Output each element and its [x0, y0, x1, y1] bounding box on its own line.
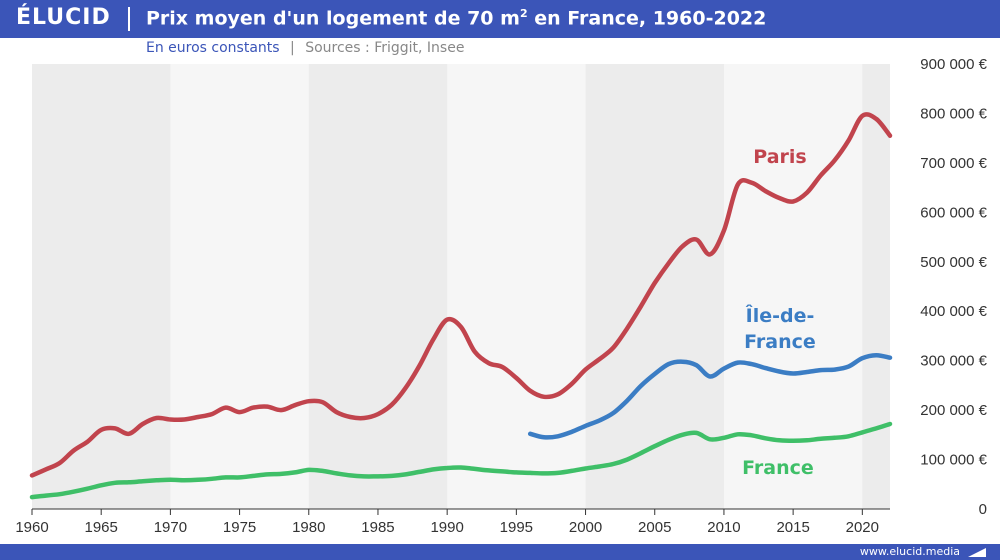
- x-tick-label: 1975: [223, 519, 256, 536]
- x-tick-label: 2020: [846, 519, 879, 536]
- x-tick-label: 2005: [638, 519, 671, 536]
- background-band: [862, 64, 890, 509]
- x-tick-label: 1970: [154, 519, 187, 536]
- header-divider: [128, 7, 130, 31]
- x-axis-ticks: 1960 1965 1970 1975 1980 1985 1990 1995 2000 2005…: [15, 508, 890, 536]
- series-label-paris: Paris: [753, 146, 806, 168]
- y-tick-label: 200 000 €: [920, 402, 987, 419]
- title-main: Prix moyen d'un logement de 70 m: [146, 7, 520, 30]
- series-line-ile-de-france: [527, 352, 893, 440]
- x-tick-label: 2010: [707, 519, 740, 536]
- y-tick-label: 0: [979, 501, 987, 518]
- y-axis-ticks: 0 100 000 € 200 000 € 300 000 € 400 000 € 500…: [920, 56, 987, 518]
- subtitle-unit: En euros constants: [146, 40, 280, 56]
- y-tick-label: 300 000 €: [920, 353, 987, 370]
- y-tick-label: 600 000 €: [920, 204, 987, 221]
- x-tick-label: 2015: [776, 519, 809, 536]
- y-tick-label: 900 000 €: [920, 56, 987, 73]
- series-label-france: France: [742, 457, 814, 479]
- x-tick-label: 1965: [85, 519, 118, 536]
- title-superscript: 2: [519, 7, 528, 20]
- background-bands: [32, 64, 890, 509]
- chart-title: Prix moyen d'un logement de 70 m2 en Fra…: [146, 7, 766, 29]
- background-band: [32, 64, 171, 509]
- series-label-ile-de-france: Île-de-: [746, 304, 815, 327]
- background-band: [308, 64, 448, 509]
- x-tick-label: 1960: [15, 519, 48, 536]
- x-tick-label: 1990: [430, 519, 463, 536]
- subtitle-sources: Sources : Friggit, Insee: [305, 40, 465, 56]
- series-line-paris: [29, 112, 893, 478]
- y-tick-label: 400 000 €: [920, 303, 987, 320]
- footer-site[interactable]: www.elucid.media: [859, 545, 960, 558]
- y-tick-label: 500 000 €: [920, 254, 987, 271]
- chart-subtitle: En euros constants | Sources : Friggit, …: [146, 40, 464, 56]
- elucid-logo[interactable]: ÉLUCID: [16, 5, 111, 30]
- series-line-france: [29, 421, 893, 500]
- x-tick-label: 1995: [500, 519, 533, 536]
- series-lines: [29, 112, 893, 500]
- x-tick-label: 1980: [292, 519, 325, 536]
- series-labels: Paris Île-de- France France: [742, 146, 816, 479]
- brand-flag-icon: [968, 548, 986, 557]
- y-tick-label: 800 000 €: [920, 105, 987, 122]
- subtitle-separator: |: [290, 40, 295, 56]
- header-bar: ÉLUCID Prix moyen d'un logement de 70 m2…: [0, 0, 1000, 38]
- x-tick-label: 1985: [361, 519, 394, 536]
- y-tick-label: 100 000 €: [920, 452, 987, 469]
- x-tick-label: 2000: [569, 519, 602, 536]
- title-end: en France, 1960-2022: [527, 7, 767, 30]
- series-label-ile-de-france: France: [744, 331, 816, 353]
- y-tick-label: 700 000 €: [920, 155, 987, 172]
